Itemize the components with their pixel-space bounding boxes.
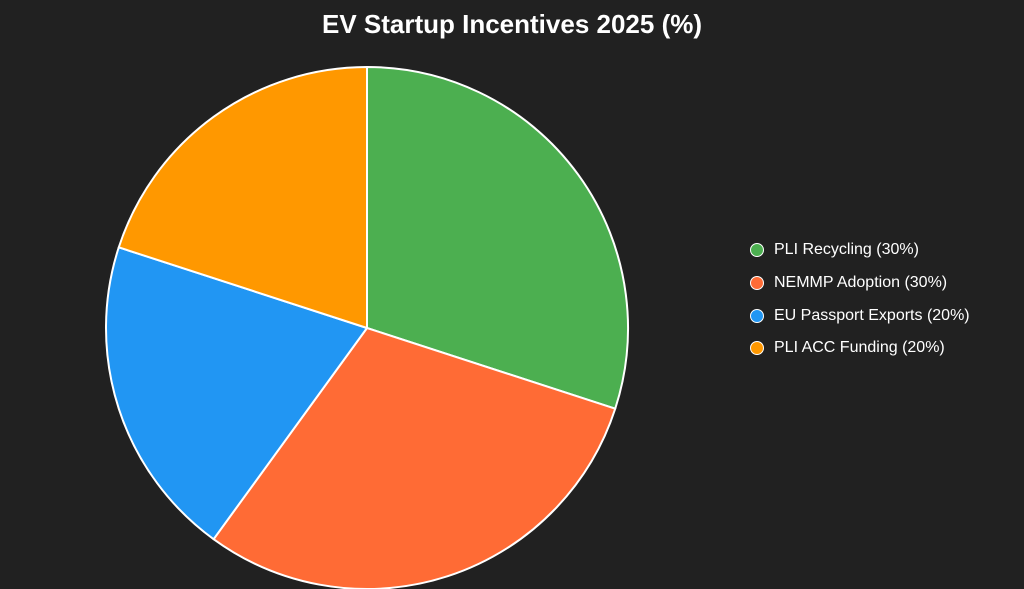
legend-swatch-icon bbox=[750, 243, 764, 258]
legend-swatch-icon bbox=[750, 276, 764, 291]
pie-slice-eu-passport-exports[interactable] bbox=[105, 246, 368, 541]
legend-item-eu-passport-exports[interactable]: EU Passport Exports (20%) bbox=[750, 299, 970, 332]
pie-slice-pli-acc-funding[interactable] bbox=[117, 66, 368, 329]
legend-item-pli-recycling[interactable]: PLI Recycling (30%) bbox=[750, 234, 970, 267]
pie-slice-pli-recycling[interactable] bbox=[366, 66, 629, 410]
legend-item-pli-acc-funding[interactable]: PLI ACC Funding (20%) bbox=[750, 332, 970, 365]
legend-swatch-icon bbox=[750, 341, 764, 356]
legend-swatch-icon bbox=[750, 308, 764, 323]
legend-item-nemmp-adoption[interactable]: NEMMP Adoption (30%) bbox=[750, 267, 970, 300]
legend-label: EU Passport Exports (20%) bbox=[774, 306, 970, 324]
chart-title: EV Startup Incentives 2025 (%) bbox=[321, 9, 703, 39]
pie-slice-nemmp-adoption[interactable] bbox=[212, 327, 617, 589]
legend: PLI Recycling (30%) NEMMP Adoption (30%)… bbox=[750, 234, 970, 365]
legend-label: NEMMP Adoption (30%) bbox=[774, 274, 948, 292]
legend-label: PLI Recycling (30%) bbox=[774, 241, 919, 259]
legend-label: PLI ACC Funding (20%) bbox=[774, 339, 945, 357]
